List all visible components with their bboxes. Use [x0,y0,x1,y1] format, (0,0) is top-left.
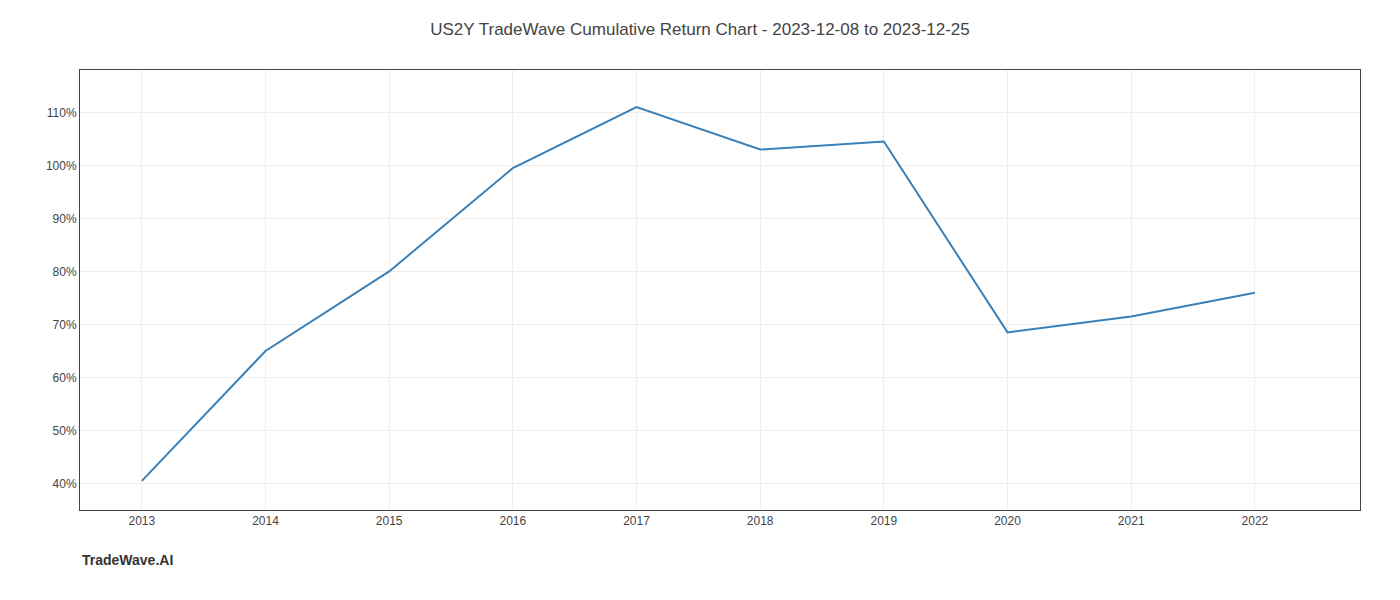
svg-text:TradeWave.AI: TradeWave.AI [82,552,173,568]
svg-text:2022: 2022 [1242,514,1269,528]
svg-text:70%: 70% [53,318,77,332]
svg-text:110%: 110% [47,106,77,120]
svg-text:90%: 90% [53,212,77,226]
svg-text:2013: 2013 [128,514,155,528]
svg-text:2020: 2020 [994,514,1021,528]
svg-text:2015: 2015 [376,514,403,528]
svg-text:50%: 50% [53,424,77,438]
svg-text:2021: 2021 [1118,514,1145,528]
svg-text:100%: 100% [46,159,77,173]
svg-text:2014: 2014 [252,514,279,528]
svg-text:80%: 80% [53,265,77,279]
svg-text:2018: 2018 [747,514,774,528]
svg-text:60%: 60% [53,371,77,385]
svg-text:US2Y TradeWave Cumulative Retu: US2Y TradeWave Cumulative Return Chart -… [430,20,970,39]
svg-text:2017: 2017 [623,514,650,528]
svg-text:2016: 2016 [499,514,526,528]
svg-text:40%: 40% [53,477,77,491]
svg-text:2019: 2019 [871,514,898,528]
